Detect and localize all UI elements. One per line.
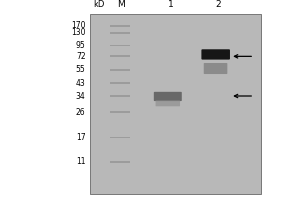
Text: 95: 95 <box>76 41 85 50</box>
Text: 17: 17 <box>76 133 86 142</box>
Text: 55: 55 <box>76 65 85 74</box>
Text: 130: 130 <box>71 28 85 37</box>
FancyBboxPatch shape <box>201 49 230 60</box>
Bar <box>110 32 130 34</box>
Text: M: M <box>117 0 125 9</box>
Bar <box>110 45 130 46</box>
Text: 1: 1 <box>167 0 173 9</box>
Text: 34: 34 <box>76 92 85 101</box>
Bar <box>110 111 130 113</box>
Text: 170: 170 <box>71 21 85 30</box>
Text: 26: 26 <box>76 108 86 117</box>
Bar <box>110 82 130 84</box>
Text: kD: kD <box>94 0 105 9</box>
Bar <box>110 137 130 138</box>
Bar <box>110 25 130 27</box>
Text: 72: 72 <box>76 52 86 61</box>
FancyBboxPatch shape <box>154 92 182 101</box>
Text: 43: 43 <box>76 79 85 88</box>
Bar <box>90 14 261 194</box>
Bar <box>110 69 130 71</box>
Bar <box>110 161 130 163</box>
Text: 11: 11 <box>76 157 86 166</box>
Bar <box>110 95 130 97</box>
Text: 2: 2 <box>215 0 221 9</box>
FancyBboxPatch shape <box>204 63 227 74</box>
FancyBboxPatch shape <box>156 100 180 106</box>
Bar <box>110 55 130 57</box>
